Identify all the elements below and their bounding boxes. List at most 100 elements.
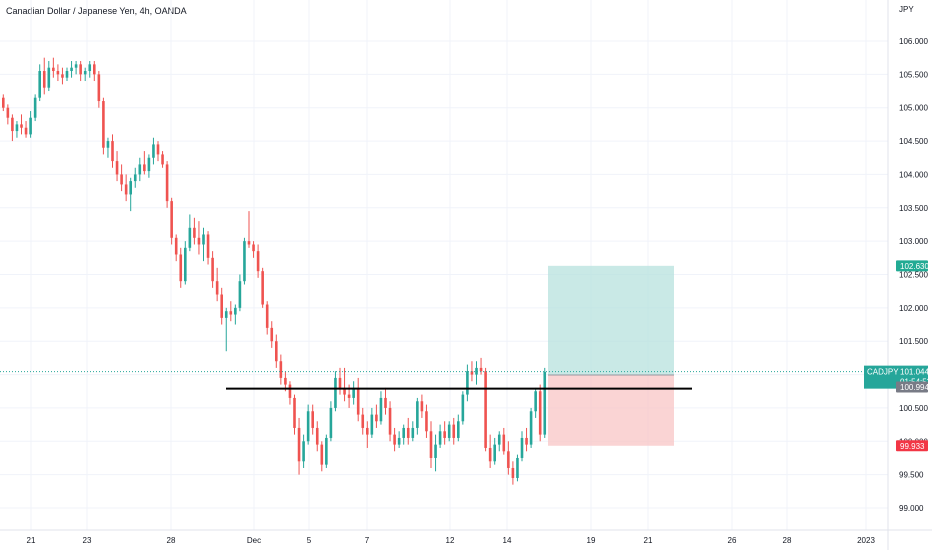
position-zones (548, 265, 674, 446)
y-tick-label: 99.500 (899, 471, 924, 480)
candle-body (61, 74, 64, 78)
y-tick-label: 103.500 (899, 204, 928, 213)
candle-body (102, 101, 105, 148)
candle-body (366, 427, 369, 435)
candle-body (306, 411, 310, 442)
candle-body (52, 67, 55, 72)
candle-body (384, 397, 387, 408)
candle-body (2, 97, 5, 108)
candle-body (79, 64, 82, 75)
price-tags: 102.630CADJPY101.04401:54:53100.99499.93… (864, 260, 932, 452)
candle-body (65, 71, 69, 78)
candle-body (224, 311, 228, 318)
candle-body (220, 294, 223, 318)
x-tick-label: 28 (783, 536, 792, 545)
candle-body (133, 174, 137, 182)
loss-zone (548, 374, 674, 446)
candle-body (352, 387, 355, 398)
candle-body (179, 254, 183, 282)
candle-body (38, 71, 41, 98)
candle-body (334, 377, 337, 408)
candle-body (497, 434, 501, 445)
x-tick-label: 7 (365, 536, 370, 545)
candle-body (466, 371, 469, 395)
y-tick-label: 102.000 (899, 304, 928, 313)
candle-body (443, 431, 446, 438)
candle-body (229, 311, 233, 315)
y-axis[interactable]: 99.00099.500100.000100.500101.000101.500… (899, 5, 928, 513)
candle-body (152, 144, 155, 158)
candle-body (115, 161, 119, 175)
candle-body (507, 451, 510, 468)
y-tick-label: 99.000 (899, 504, 924, 513)
candle-body (234, 307, 237, 315)
current-price-symbol: CADJPY (867, 368, 899, 377)
candle-body (165, 164, 169, 202)
candle-body (356, 387, 360, 415)
candle-body (402, 427, 405, 438)
candle-body (138, 164, 142, 175)
candle-body (106, 141, 110, 148)
currency-label: JPY (899, 5, 914, 14)
stop-loss-tag-bg (896, 440, 928, 452)
candle-body (416, 401, 419, 428)
candle-body (97, 74, 101, 102)
candle-body (534, 391, 537, 412)
candle-body (215, 281, 219, 295)
candle-body (425, 411, 428, 432)
candle-body (457, 421, 460, 438)
candle-body (347, 394, 351, 398)
candle-body (543, 371, 547, 435)
candle-body (47, 67, 51, 88)
candle-body (20, 124, 23, 128)
y-tick-label: 104.000 (899, 170, 928, 179)
candle-body (520, 437, 524, 458)
candle-body (279, 361, 283, 378)
candle-body (461, 394, 465, 422)
candles (2, 57, 547, 485)
candle-body (361, 414, 365, 428)
candle-body (375, 414, 378, 422)
candle-body (397, 437, 401, 445)
candle-body (388, 407, 392, 435)
candle-body (15, 124, 19, 132)
candle-body (438, 431, 442, 445)
candle-body (329, 407, 333, 438)
candle-body (270, 327, 274, 342)
candle-body (484, 371, 487, 448)
level-lines (0, 371, 888, 390)
candle-body (29, 117, 32, 135)
x-tick-label: 23 (83, 536, 92, 545)
candle-body (206, 234, 210, 258)
x-tick-label: 2023 (857, 536, 875, 545)
candle-body (470, 371, 474, 375)
candle-body (420, 401, 424, 412)
candle-body (311, 411, 314, 428)
candle-body (238, 281, 242, 308)
candle-body (252, 244, 255, 252)
candle-body (538, 391, 542, 435)
candle-body (452, 424, 456, 438)
candle-body (511, 467, 515, 478)
candle-body (56, 71, 60, 75)
candle-body (70, 67, 73, 72)
candle-body (161, 154, 164, 165)
x-tick-label: 14 (503, 536, 512, 545)
candle-body (297, 427, 301, 462)
candle-body (447, 424, 451, 438)
x-axis[interactable]: 21 23 28 Dec 5 7 12 14 19 21 26 28 2023 (27, 536, 876, 545)
stop-loss-tag-text: 99.933 (900, 442, 925, 451)
candle-body (525, 437, 528, 445)
candle-body (529, 411, 533, 445)
y-tick-label: 102.500 (899, 271, 928, 280)
candle-body (488, 447, 492, 462)
candle-body (293, 397, 296, 428)
candle-body (93, 64, 96, 75)
candle-body (256, 251, 260, 272)
x-tick-label: 19 (587, 536, 596, 545)
candle-body (111, 141, 114, 162)
candle-body (406, 427, 410, 438)
candle-body (74, 64, 78, 68)
